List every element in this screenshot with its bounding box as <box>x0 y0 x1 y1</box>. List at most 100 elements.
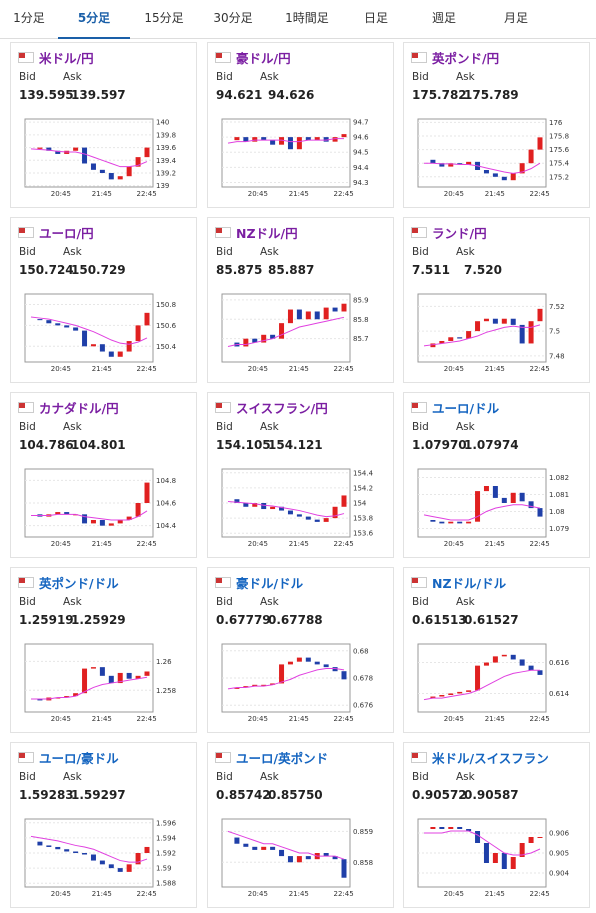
candle <box>55 150 61 154</box>
pair-name[interactable]: NZドル/ドル <box>432 576 507 591</box>
candle <box>296 856 302 863</box>
candle <box>144 846 150 853</box>
bid-value: 0.67779 <box>216 613 271 627</box>
pair-name[interactable]: ランド/円 <box>432 226 487 241</box>
y-tick-label: 150.6 <box>156 322 177 330</box>
rate-tile[interactable]: カナダドル/円 Bid Ask 104.786 104.801 104.4 104.6 104… <box>10 392 197 558</box>
rate-tile[interactable]: 英ポンド/ドル Bid Ask 1.25919 1.25929 1.258 1.26 20:4… <box>10 567 197 733</box>
pair-name[interactable]: スイスフラン/円 <box>236 401 328 416</box>
tab[interactable]: 1時間足 <box>285 11 329 25</box>
candle <box>475 665 481 691</box>
pair-name[interactable]: カナダドル/円 <box>39 401 119 416</box>
bid-value: 1.25919 <box>19 613 74 627</box>
chart-frame <box>24 293 154 363</box>
y-tick-label: 153.8 <box>353 515 373 523</box>
tab[interactable]: 週足 <box>431 11 456 25</box>
pair-name[interactable]: 米ドル/円 <box>39 51 94 66</box>
mini-chart: 94.3 94.4 94.5 94.6 94.7 20:45 21:45 22:45 <box>221 118 369 198</box>
rate-tile[interactable]: スイスフラン/円 Bid Ask 154.105 154.121 153.6 153.8 15… <box>207 392 394 558</box>
y-tick-label: 85.9 <box>353 296 369 304</box>
y-tick-label: 153.6 <box>353 530 374 538</box>
tab[interactable]: 5分足 <box>58 0 130 39</box>
ask-value: 94.626 <box>268 88 315 102</box>
candle <box>510 857 516 869</box>
y-tick-label: 175.8 <box>549 133 569 141</box>
rate-tile[interactable]: 米ドル/スイスフラン Bid Ask 0.90572 0.90587 0.904 0.905… <box>403 742 590 908</box>
tab[interactable]: 30分足 <box>213 11 253 25</box>
y-tick-label: 1.079 <box>549 525 569 533</box>
rate-tile[interactable]: ユーロ/豪ドル Bid Ask 1.59283 1.59297 1.588 1.59 1.59… <box>10 742 197 908</box>
pair-name[interactable]: 英ポンド/ドル <box>39 576 119 591</box>
candle <box>135 157 141 167</box>
rate-tile[interactable]: NZドル/円 Bid Ask 85.875 85.887 85.7 85.8 85.9 20:4… <box>207 217 394 383</box>
tab[interactable]: 日足 <box>363 11 388 25</box>
rate-tile[interactable]: 英ポンド/円 Bid Ask 175.782 175.789 175.2 175.4 175.… <box>403 42 590 208</box>
candle <box>341 671 347 680</box>
ask-label: Ask <box>63 246 82 258</box>
bid-label: Bid <box>19 246 36 258</box>
candle <box>279 506 285 511</box>
rate-tile[interactable]: 豪ドル/ドル Bid Ask 0.67779 0.67788 0.676 0.678 0.68… <box>207 567 394 733</box>
candle <box>37 841 43 846</box>
moving-average <box>227 316 345 347</box>
tab[interactable]: 月足 <box>503 11 528 25</box>
pair-name[interactable]: NZドル/円 <box>236 226 298 241</box>
candle <box>537 670 543 675</box>
candle <box>430 159 436 164</box>
y-tick-label: 139.4 <box>156 157 177 165</box>
rate-tile[interactable]: ユーロ/英ポンド Bid Ask 0.85742 0.85750 0.858 0.859 20… <box>207 742 394 908</box>
candle <box>270 846 276 850</box>
candle <box>510 318 516 325</box>
candle <box>46 845 52 847</box>
candle <box>439 521 445 524</box>
rate-tile[interactable]: 米ドル/円 Bid Ask 139.595 139.597 139 139.2 139.4 13… <box>10 42 197 208</box>
rate-tile[interactable]: ランド/円 Bid Ask 7.511 7.520 7.48 7.5 7.52 20:45 21:… <box>403 217 590 383</box>
candle <box>144 147 150 158</box>
pair-name[interactable]: 豪ドル/ドル <box>236 576 304 591</box>
pair-name[interactable]: ユーロ/英ポンド <box>236 751 329 766</box>
candle <box>82 853 88 855</box>
pair-name[interactable]: 豪ドル/円 <box>236 51 291 66</box>
moving-average <box>227 500 345 518</box>
ask-label: Ask <box>260 71 279 83</box>
x-tick-label: 20:45 <box>248 190 268 198</box>
x-tick-label: 21:45 <box>485 540 505 548</box>
candle <box>126 864 132 872</box>
rate-tile[interactable]: 豪ドル/円 Bid Ask 94.621 94.626 94.3 94.4 94.5 94.6 9… <box>207 42 394 208</box>
y-tick-label: 0.68 <box>353 647 369 655</box>
y-tick-label: 154 <box>353 500 367 508</box>
bid-label: Bid <box>412 771 429 783</box>
candle <box>323 853 329 857</box>
mini-chart: 0.904 0.905 0.906 20:45 21:45 22:45 <box>417 818 570 898</box>
candle <box>73 147 79 151</box>
tab[interactable]: 1分足 <box>13 11 45 25</box>
ask-label: Ask <box>63 421 82 433</box>
flag <box>215 577 231 588</box>
pair-name[interactable]: 英ポンド/円 <box>432 51 500 66</box>
tab[interactable]: 15分足 <box>144 11 184 25</box>
candle <box>314 661 320 665</box>
pair-name[interactable]: ユーロ/円 <box>39 226 94 241</box>
x-tick-label: 22:45 <box>334 365 354 373</box>
candle <box>82 514 88 524</box>
y-tick-label: 0.858 <box>353 859 373 867</box>
candle <box>108 523 114 526</box>
pair-name[interactable]: ユーロ/豪ドル <box>39 751 119 766</box>
moving-average <box>424 830 541 856</box>
bid-value: 150.724 <box>19 263 74 277</box>
bid-label: Bid <box>412 596 429 608</box>
candle <box>457 521 463 524</box>
rate-tile[interactable]: NZドル/ドル Bid Ask 0.61513 0.61527 0.614 0.616 20:… <box>403 567 590 733</box>
candle <box>314 311 320 320</box>
pair-name[interactable]: ユーロ/ドル <box>432 401 500 416</box>
candle <box>448 827 454 829</box>
ask-value: 139.597 <box>71 88 126 102</box>
pair-name[interactable]: 米ドル/スイスフラン <box>432 751 549 766</box>
mini-chart: 1.588 1.59 1.592 1.594 1.596 20:45 21:45 22:45 <box>24 818 177 898</box>
rate-tile[interactable]: ユーロ/円 Bid Ask 150.724 150.729 150.4 150.6 150.8… <box>10 217 197 383</box>
y-tick-label: 139.8 <box>156 131 176 139</box>
flag <box>215 52 231 63</box>
candle <box>117 176 123 180</box>
rate-tile[interactable]: ユーロ/ドル Bid Ask 1.07970 1.07974 1.079 1.08 1.081… <box>403 392 590 558</box>
candle <box>519 324 525 344</box>
